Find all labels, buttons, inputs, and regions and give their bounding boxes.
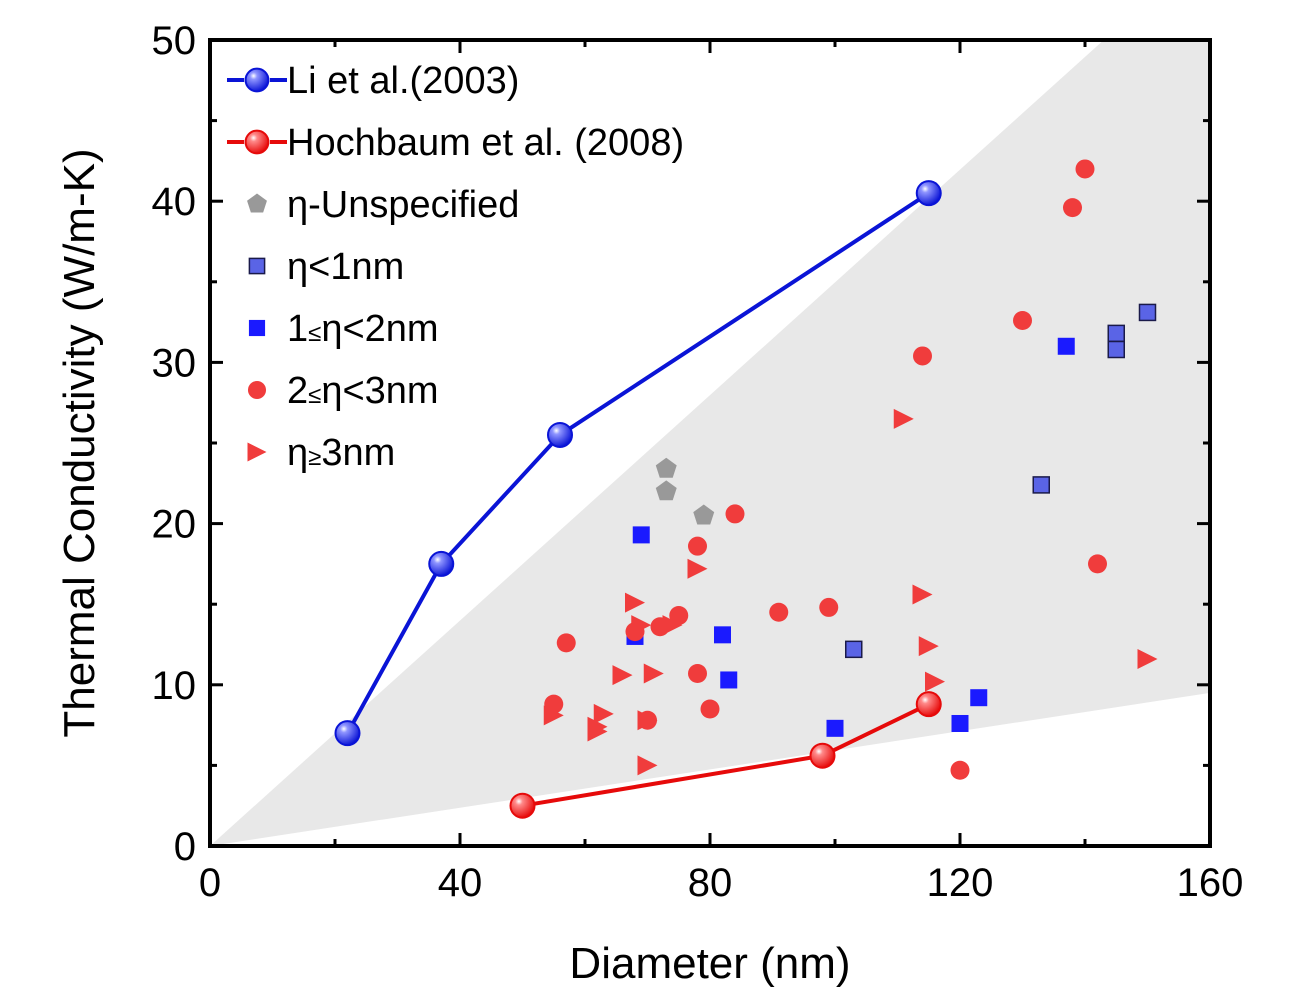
legend-label-6: η≥3nm <box>287 432 395 474</box>
data-point-5-6 <box>688 536 707 556</box>
data-point-5-13 <box>950 760 970 780</box>
data-point-1-1 <box>809 742 836 769</box>
data-point-0-3 <box>915 180 942 207</box>
data-point-5-16 <box>1075 159 1095 179</box>
data-point-5-11 <box>819 597 839 617</box>
data-point-5-17 <box>1088 554 1107 574</box>
legend-label-1: Hochbaum et al. (2008) <box>287 122 684 164</box>
x-tick-label-1: 40 <box>438 861 483 905</box>
data-point-6-0 <box>543 705 564 726</box>
data-point-0-2 <box>547 421 573 448</box>
y-tick-label-4: 40 <box>152 180 197 224</box>
legend-marker-0 <box>244 67 270 93</box>
data-point-6-4 <box>612 665 633 686</box>
data-point-6-11 <box>687 558 708 579</box>
data-point-4-7 <box>1057 337 1075 355</box>
data-point-5-12 <box>913 346 932 366</box>
data-point-4-5 <box>951 714 969 732</box>
data-point-2-2 <box>693 504 715 525</box>
data-point-4-0 <box>632 526 650 544</box>
y-tick-label-1: 10 <box>152 664 197 708</box>
y-axis-label: Thermal Conductivity (W/m-K) <box>55 148 104 737</box>
data-point-5-7 <box>688 664 707 684</box>
data-point-2-1 <box>655 480 677 501</box>
data-point-0-1 <box>428 550 455 577</box>
x-tick-label-4: 160 <box>1177 861 1244 905</box>
data-point-3-0 <box>845 640 863 659</box>
data-point-6-15 <box>925 671 945 692</box>
data-point-4-3 <box>720 671 738 689</box>
data-point-3-3 <box>1107 340 1125 359</box>
legend-label-3: η<1nm <box>287 246 404 288</box>
legend-marker-3 <box>248 257 266 275</box>
legend-label-5: 2≤η<3nm <box>287 370 439 412</box>
x-tick-label-3: 120 <box>927 861 994 905</box>
data-point-6-2 <box>587 721 608 742</box>
data-point-6-14 <box>918 636 939 657</box>
data-point-6-3 <box>593 703 614 724</box>
data-point-4-6 <box>970 689 988 707</box>
data-point-5-10 <box>769 602 789 622</box>
data-point-6-9 <box>643 663 664 684</box>
data-point-6-10 <box>662 615 683 636</box>
y-tick-label-0: 0 <box>174 825 196 869</box>
legend-marker-2 <box>247 193 267 213</box>
data-point-3-1 <box>1032 476 1050 494</box>
y-tick-label-2: 20 <box>152 503 197 547</box>
legend-marker-6 <box>247 442 267 462</box>
data-point-1-2 <box>915 691 942 718</box>
data-point-3-2 <box>1107 324 1125 343</box>
shaded-region <box>210 40 1210 846</box>
y-tick-label-3: 30 <box>152 341 197 385</box>
series-line-0 <box>345 191 930 735</box>
data-point-0-0 <box>334 720 361 747</box>
x-tick-label-2: 80 <box>688 861 733 905</box>
data-point-5-0 <box>556 633 576 653</box>
data-point-6-12 <box>893 408 914 429</box>
data-point-5-15 <box>1063 198 1082 218</box>
data-point-2-0 <box>655 457 677 478</box>
legend-label-2: η-Unspecified <box>287 184 519 226</box>
data-point-6-7 <box>637 755 658 776</box>
data-point-5-14 <box>1013 310 1032 330</box>
data-point-6-5 <box>625 592 645 613</box>
x-tick-label-0: 0 <box>199 861 221 905</box>
data-point-6-13 <box>912 584 933 605</box>
data-point-5-8 <box>700 699 720 719</box>
data-point-4-2 <box>714 626 731 644</box>
data-point-1-0 <box>509 792 536 819</box>
data-point-5-5 <box>669 605 689 625</box>
legend-label-4: 1≤η<2nm <box>287 308 439 350</box>
legend-marker-5 <box>247 380 267 400</box>
legend-label-0: Li et al.(2003) <box>287 60 519 102</box>
data-point-4-4 <box>826 719 844 737</box>
data-point-6-6 <box>631 615 652 636</box>
data-point-6-16 <box>1137 649 1158 670</box>
y-tick-label-5: 50 <box>152 19 197 63</box>
legend-marker-1 <box>244 129 270 155</box>
x-axis-label: Diameter (nm) <box>569 939 850 988</box>
legend-marker-4 <box>248 319 266 337</box>
data-point-5-9 <box>725 504 745 524</box>
data-point-6-8 <box>637 710 658 731</box>
data-point-3-4 <box>1138 303 1157 322</box>
